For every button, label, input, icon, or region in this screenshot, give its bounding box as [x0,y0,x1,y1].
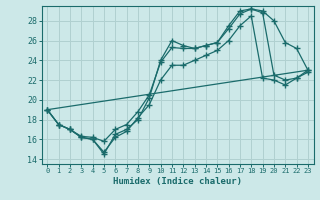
X-axis label: Humidex (Indice chaleur): Humidex (Indice chaleur) [113,177,242,186]
